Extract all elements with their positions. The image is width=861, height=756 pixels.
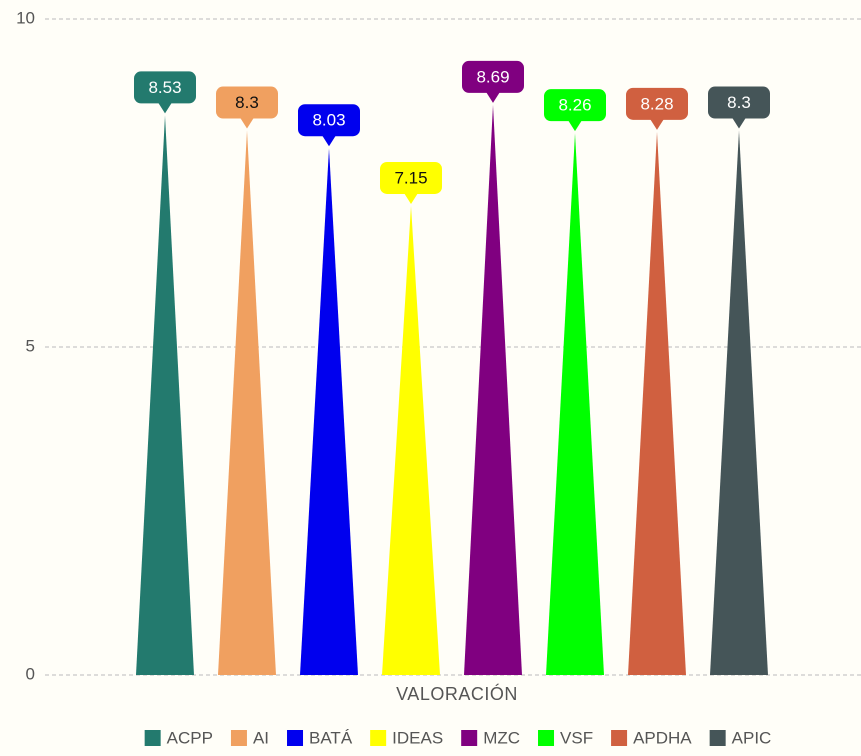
data-label: 8.3 — [727, 93, 751, 112]
legend-label: AI — [253, 728, 269, 747]
data-label-box — [216, 86, 278, 119]
data-label-pointer — [322, 135, 336, 147]
data-label-box — [380, 161, 442, 194]
pyramid-bar — [464, 104, 522, 676]
legend-swatch — [230, 730, 247, 746]
data-label-box — [462, 60, 524, 93]
y-tick-label: 0 — [26, 664, 35, 683]
data-label-box — [134, 71, 196, 104]
legend-label: IDEAS — [392, 728, 443, 747]
data-label: 8.3 — [235, 93, 259, 112]
legend-swatch — [538, 730, 555, 746]
data-label-box — [708, 86, 770, 119]
legend-label: VSF — [560, 728, 593, 747]
data-label-box — [626, 87, 688, 120]
legend-swatch — [144, 730, 161, 746]
data-label-pointer — [240, 117, 254, 129]
legend-label: MZC — [483, 728, 520, 747]
data-label: 8.26 — [558, 96, 591, 115]
data-label-pointer — [486, 91, 500, 103]
legend-swatch — [461, 730, 478, 746]
data-label-pointer — [650, 118, 664, 130]
legend-label: ACPP — [167, 728, 213, 747]
legend: ACPP AI BATÁ IDEAS MZC VSF APDHA APIC — [144, 728, 772, 747]
legend-label: APDHA — [633, 728, 692, 747]
y-tick-label: 5 — [26, 336, 35, 355]
data-label: 8.28 — [640, 94, 673, 113]
data-label-pointer — [404, 192, 418, 204]
pyramid-bar — [710, 130, 768, 675]
pyramid-bar — [628, 131, 686, 675]
data-label: 8.53 — [148, 78, 181, 97]
pyramid-bar — [136, 115, 194, 675]
data-label: 8.69 — [476, 67, 509, 86]
pyramid-bar — [218, 130, 276, 675]
legend-swatch — [370, 730, 387, 746]
y-tick-label: 10 — [16, 8, 35, 27]
pyramid-bar — [382, 205, 440, 675]
legend-swatch — [287, 730, 304, 746]
legend-label: APIC — [732, 728, 772, 747]
data-label: 8.03 — [312, 111, 345, 130]
data-label-box — [544, 89, 606, 122]
x-axis-category: VALORACIÓN — [396, 683, 518, 704]
legend-swatch — [611, 730, 628, 746]
legend-label: BATÁ — [309, 728, 353, 747]
data-label-pointer — [158, 102, 172, 114]
data-label-box — [298, 104, 360, 137]
data-label: 7.15 — [394, 168, 427, 187]
data-label-pointer — [568, 120, 582, 132]
pyramid-bar — [300, 148, 358, 675]
data-label-pointer — [732, 117, 746, 129]
legend-swatch — [709, 730, 726, 746]
pyramid-bar — [546, 133, 604, 676]
